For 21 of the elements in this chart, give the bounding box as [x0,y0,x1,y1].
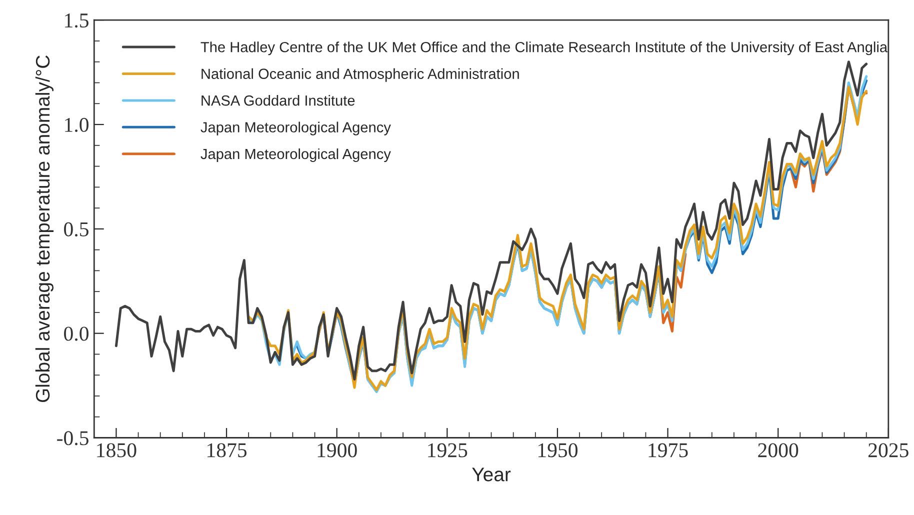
y-axis-title: Global average temperature anomaly/°C [35,56,54,402]
x-tick-label: 1950 [538,443,578,458]
legend-label: Japan Meteorological Agency [200,148,391,162]
y-tick-label: 1.5 [65,14,88,28]
legend-label: NASA Goddard Institute [202,95,355,106]
legend-label: National Oceanic and Atmospheric Administration [202,68,519,82]
x-tick-label: 2025 [868,443,908,458]
line-series [114,60,868,381]
legend-label: The Hadley Centre of the UK Met Office and the Climate Research Institute of the University of East Anglia [200,42,888,56]
x-tick-label: 1975 [648,443,688,458]
legend-label: Japan Meteorological Agency [200,122,391,136]
x-tick-label: 1900 [318,443,357,458]
x-tick-label: 1925 [428,443,468,458]
y-tick-label: 0.5 [64,222,88,236]
x-tick-label: 1875 [208,443,247,458]
x-tick-label: 2000 [758,443,798,458]
x-axis-title: Year [472,468,511,482]
y-tick-label: 1.0 [65,118,88,132]
y-tick-label: -0.5 [57,431,88,446]
x-tick-label: 1850 [97,443,136,458]
y-tick-label: 0.0 [64,326,88,341]
